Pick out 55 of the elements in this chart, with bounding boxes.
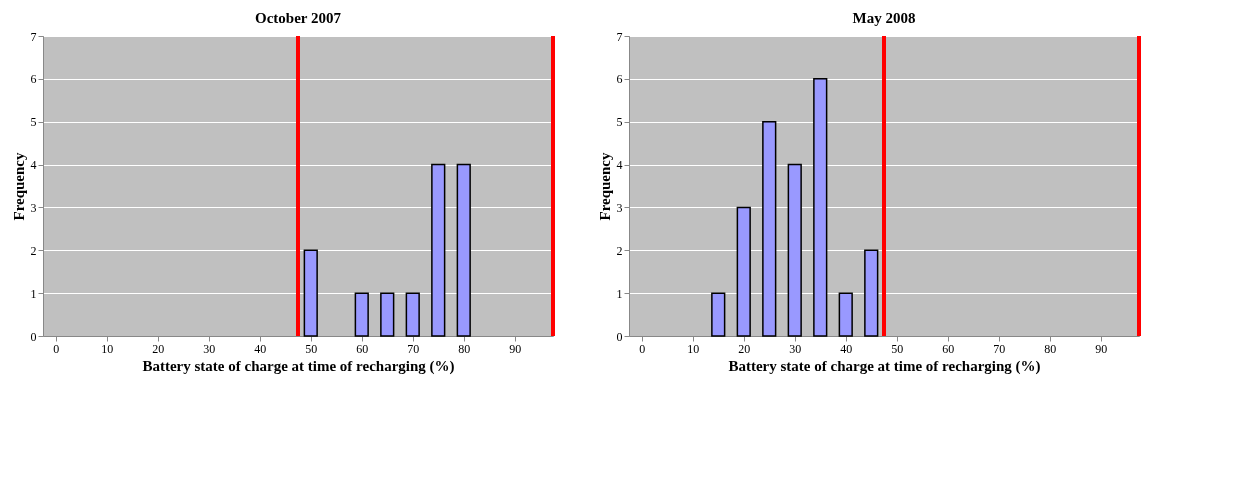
bar [787, 163, 802, 337]
x-tick-label: 0 [53, 341, 60, 356]
bar [456, 163, 471, 337]
x-tick-label: 40 [840, 341, 853, 356]
x-tick-label: 80 [458, 341, 471, 356]
bar [354, 292, 369, 337]
y-tick-label: 0 [30, 329, 37, 344]
y-tick-label: 5 [30, 115, 37, 130]
y-tick-label: 6 [30, 72, 37, 87]
x-tick-label: 30 [203, 341, 216, 356]
y-axis-title: Frequency [10, 151, 27, 221]
x-tick-label: 50 [891, 341, 904, 356]
x-tick-label: 50 [305, 341, 318, 356]
y-tick-label: 5 [616, 115, 623, 130]
bar [813, 78, 828, 337]
y-tick-label: 6 [616, 72, 623, 87]
chart-title: October 2007 [255, 10, 342, 26]
y-tick-label: 4 [30, 158, 37, 173]
x-tick-label: 90 [1095, 341, 1108, 356]
x-tick-label: 10 [687, 341, 700, 356]
x-tick-label: 60 [942, 341, 955, 356]
x-tick-label: 20 [152, 341, 165, 356]
y-axis-title: Frequency [596, 151, 613, 221]
x-tick-label: 80 [1044, 341, 1057, 356]
x-axis-title: Battery state of charge at time of recharging (%) [142, 357, 455, 375]
y-tick-label: 7 [616, 29, 623, 44]
x-tick-label: 40 [254, 341, 267, 356]
x-tick-label: 70 [407, 341, 420, 356]
bar [864, 249, 879, 337]
y-tick-label: 1 [30, 286, 37, 301]
x-tick-label: 10 [101, 341, 114, 356]
bar [431, 163, 446, 337]
x-tick-label: 70 [993, 341, 1006, 356]
y-tick-label: 0 [616, 329, 623, 344]
x-axis-title: Battery state of charge at time of recharging (%) [728, 357, 1041, 375]
y-tick-label: 1 [616, 286, 623, 301]
x-tick-label: 60 [356, 341, 369, 356]
y-tick-label: 2 [30, 243, 37, 258]
bar [303, 249, 318, 337]
bar [380, 292, 395, 337]
x-tick-label: 0 [639, 341, 646, 356]
y-tick-label: 3 [30, 200, 37, 215]
y-tick-label: 4 [616, 158, 623, 173]
bar [762, 120, 777, 337]
y-tick-label: 2 [616, 243, 623, 258]
bar [736, 206, 751, 337]
bar [838, 292, 853, 337]
x-tick-label: 90 [509, 341, 522, 356]
chart-title: May 2008 [852, 10, 916, 26]
x-tick-label: 20 [738, 341, 751, 356]
bar [711, 292, 726, 337]
x-tick-label: 30 [789, 341, 802, 356]
y-tick-label: 3 [616, 200, 623, 215]
bar [405, 292, 420, 337]
y-tick-label: 7 [30, 29, 37, 44]
